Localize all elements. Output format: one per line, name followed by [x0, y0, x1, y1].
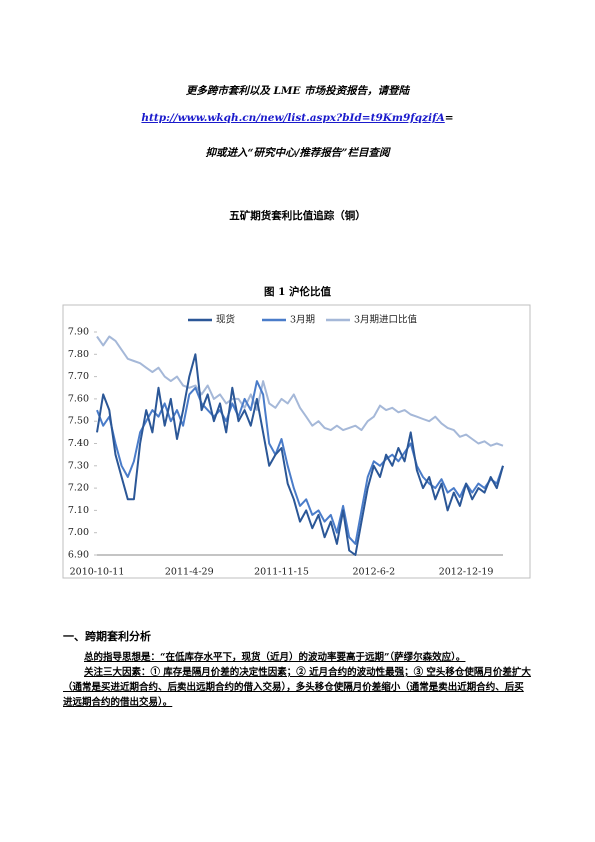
paragraph: 总的指导思想是：“在低库存水平下，现货（近月）的波动率要高于远期”（萨缪尔森效应… — [84, 652, 466, 663]
x-tick-label: 2012-6-2 — [352, 567, 395, 578]
x-tick-label: 2011-11-15 — [254, 567, 309, 578]
y-tick-label: 7.00 — [68, 527, 89, 538]
paragraph: 关注三大因素：① 库存是隔月价差的决定性因素；② 近月合约的波动性最强；③ 空头… — [63, 667, 531, 708]
chart-frame — [62, 304, 531, 579]
y-tick-label: 7.40 — [68, 438, 89, 449]
y-tick-label: 7.30 — [68, 460, 89, 471]
y-tick-label: 7.10 — [68, 505, 89, 516]
header-line: 抑或进入“研究中心/推荐报告”栏目查阅 — [205, 147, 390, 159]
x-tick-label: 2011-4-29 — [165, 567, 214, 578]
section-heading: 一、跨期套利分析 — [63, 630, 151, 643]
y-tick-label: 7.60 — [68, 393, 89, 404]
header-line: 更多跨市套利以及 LME 市场投资报告，请登陆 — [185, 85, 410, 97]
y-tick-label: 7.50 — [68, 416, 89, 427]
series-line — [96, 353, 504, 556]
y-tick-label: 6.90 — [68, 550, 89, 561]
series-line — [96, 380, 504, 545]
link[interactable]: http://www.wkqh.cn/new/list.aspx?bId=t9K… — [141, 112, 445, 124]
doc-title: 五矿期货套利比值追踪（铜） — [229, 210, 366, 222]
x-tick-label: 2012-12-19 — [439, 567, 494, 578]
legend-label: 3月期进口比值 — [354, 314, 418, 326]
link-suffix: = — [444, 112, 454, 124]
legend-label: 现货 — [216, 314, 235, 326]
series-line — [96, 335, 504, 447]
figure-caption: 图 1 沪伦比值 — [263, 286, 332, 298]
y-tick-label: 7.20 — [68, 483, 89, 494]
y-tick-label: 7.70 — [68, 371, 89, 382]
y-tick-label: 7.90 — [68, 327, 89, 338]
x-tick-label: 2010-10-11 — [70, 567, 125, 578]
legend-label: 3月期 — [290, 315, 315, 326]
y-tick-label: 7.80 — [68, 349, 89, 360]
header-link-line: http://www.wkqh.cn/new/list.aspx?bId=t9K… — [0, 112, 595, 124]
